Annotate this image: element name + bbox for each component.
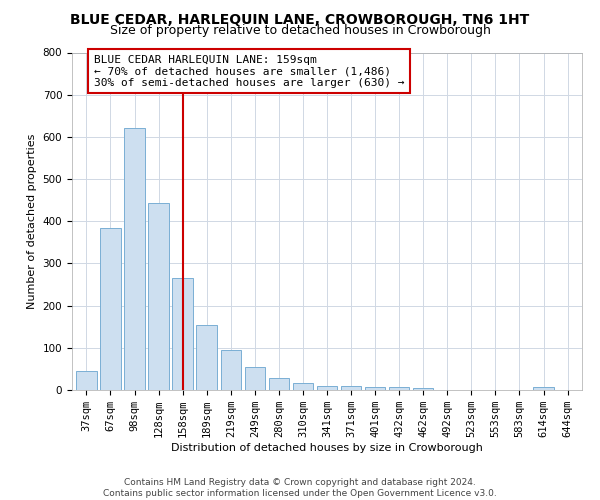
Bar: [341, 386, 361, 390]
Text: BLUE CEDAR, HARLEQUIN LANE, CROWBOROUGH, TN6 1HT: BLUE CEDAR, HARLEQUIN LANE, CROWBOROUGH,…: [70, 12, 530, 26]
Bar: [76, 370, 97, 390]
Bar: [148, 203, 169, 390]
Bar: [269, 378, 289, 390]
Bar: [172, 278, 193, 390]
Text: Contains HM Land Registry data © Crown copyright and database right 2024.
Contai: Contains HM Land Registry data © Crown c…: [103, 478, 497, 498]
Bar: [413, 388, 433, 390]
Text: Size of property relative to detached houses in Crowborough: Size of property relative to detached ho…: [110, 24, 490, 37]
Bar: [245, 367, 265, 390]
Bar: [533, 387, 554, 390]
Bar: [221, 350, 241, 390]
Bar: [293, 383, 313, 390]
Bar: [317, 386, 337, 390]
X-axis label: Distribution of detached houses by size in Crowborough: Distribution of detached houses by size …: [171, 443, 483, 453]
Y-axis label: Number of detached properties: Number of detached properties: [27, 134, 37, 309]
Bar: [196, 324, 217, 390]
Bar: [124, 128, 145, 390]
Bar: [100, 228, 121, 390]
Bar: [389, 386, 409, 390]
Text: BLUE CEDAR HARLEQUIN LANE: 159sqm
← 70% of detached houses are smaller (1,486)
3: BLUE CEDAR HARLEQUIN LANE: 159sqm ← 70% …: [94, 54, 404, 88]
Bar: [365, 386, 385, 390]
